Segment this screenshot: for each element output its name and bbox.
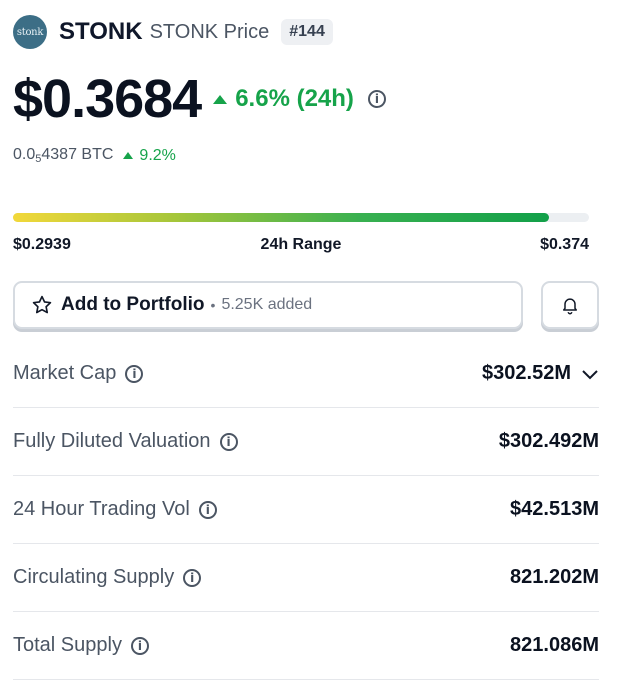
stat-label: 24 Hour Trading Vol i — [13, 498, 217, 521]
rank-badge: #144 — [281, 19, 333, 45]
range-high: $0.374 — [540, 236, 589, 253]
price-row: $0.3684 6.6% (24h) i — [13, 68, 386, 130]
caret-up-icon — [213, 94, 228, 104]
range-bar — [13, 213, 589, 222]
info-icon[interactable]: i — [367, 90, 386, 108]
stat-label: Total Supply i — [13, 634, 149, 657]
stat-label: Market Cap i — [13, 362, 144, 385]
range-bar-fill — [13, 213, 549, 222]
portfolio-label: Add to Portfolio — [61, 294, 205, 315]
price-change-text: 6.6% (24h) — [235, 85, 354, 112]
bell-icon — [563, 298, 577, 315]
stat-row-total-supply: Total Supply i 821.086M — [13, 612, 599, 680]
range-low: $0.2939 — [13, 236, 71, 253]
stat-row-volume: 24 Hour Trading Vol i $42.513M — [13, 476, 599, 544]
stat-value: 821.086M — [510, 634, 599, 656]
info-icon[interactable]: i — [125, 364, 144, 383]
info-icon[interactable]: i — [130, 636, 149, 655]
coin-header: stonk STONK STONK Price #144 — [13, 15, 333, 49]
stat-value: $42.513M — [510, 498, 599, 520]
stats-list: Market Cap i $302.52M Fully Diluted Valua… — [13, 340, 599, 680]
btc-change-text: 9.2% — [139, 146, 176, 164]
price-change-24h: 6.6% (24h) i — [213, 85, 386, 113]
stat-value: 821.202M — [510, 566, 599, 588]
coin-name: STONK — [59, 18, 143, 45]
separator-dot: • — [210, 297, 216, 313]
stat-label: Circulating Supply i — [13, 566, 202, 589]
star-icon — [32, 295, 52, 314]
portfolio-added-count: 5.25K added — [221, 296, 313, 313]
stat-row-fdv: Fully Diluted Valuation i $302.492M — [13, 408, 599, 476]
btc-price: 0.054387 BTC — [13, 146, 114, 165]
current-price: $0.3684 — [13, 69, 202, 129]
caret-up-icon — [123, 152, 134, 159]
coin-logo: stonk — [13, 15, 47, 49]
stat-value: $302.492M — [498, 430, 599, 452]
info-icon[interactable]: i — [198, 500, 217, 519]
stat-value: $302.52M — [482, 362, 599, 385]
info-icon[interactable]: i — [219, 432, 238, 451]
range-label: 24h Range — [260, 236, 342, 253]
info-icon[interactable]: i — [183, 568, 202, 587]
btc-change: 9.2% — [123, 146, 176, 165]
btc-price-row: 0.054387 BTC 9.2% — [13, 146, 176, 165]
stat-label: Fully Diluted Valuation i — [13, 430, 238, 453]
chevron-down-icon[interactable] — [581, 368, 599, 380]
add-to-portfolio-button[interactable]: Add to Portfolio • 5.25K added — [13, 281, 523, 329]
coin-subtitle: STONK Price — [149, 20, 270, 43]
price-alert-button[interactable] — [541, 281, 599, 329]
stat-row-market-cap[interactable]: Market Cap i $302.52M — [13, 340, 599, 408]
stat-row-circulating-supply: Circulating Supply i 821.202M — [13, 544, 599, 612]
